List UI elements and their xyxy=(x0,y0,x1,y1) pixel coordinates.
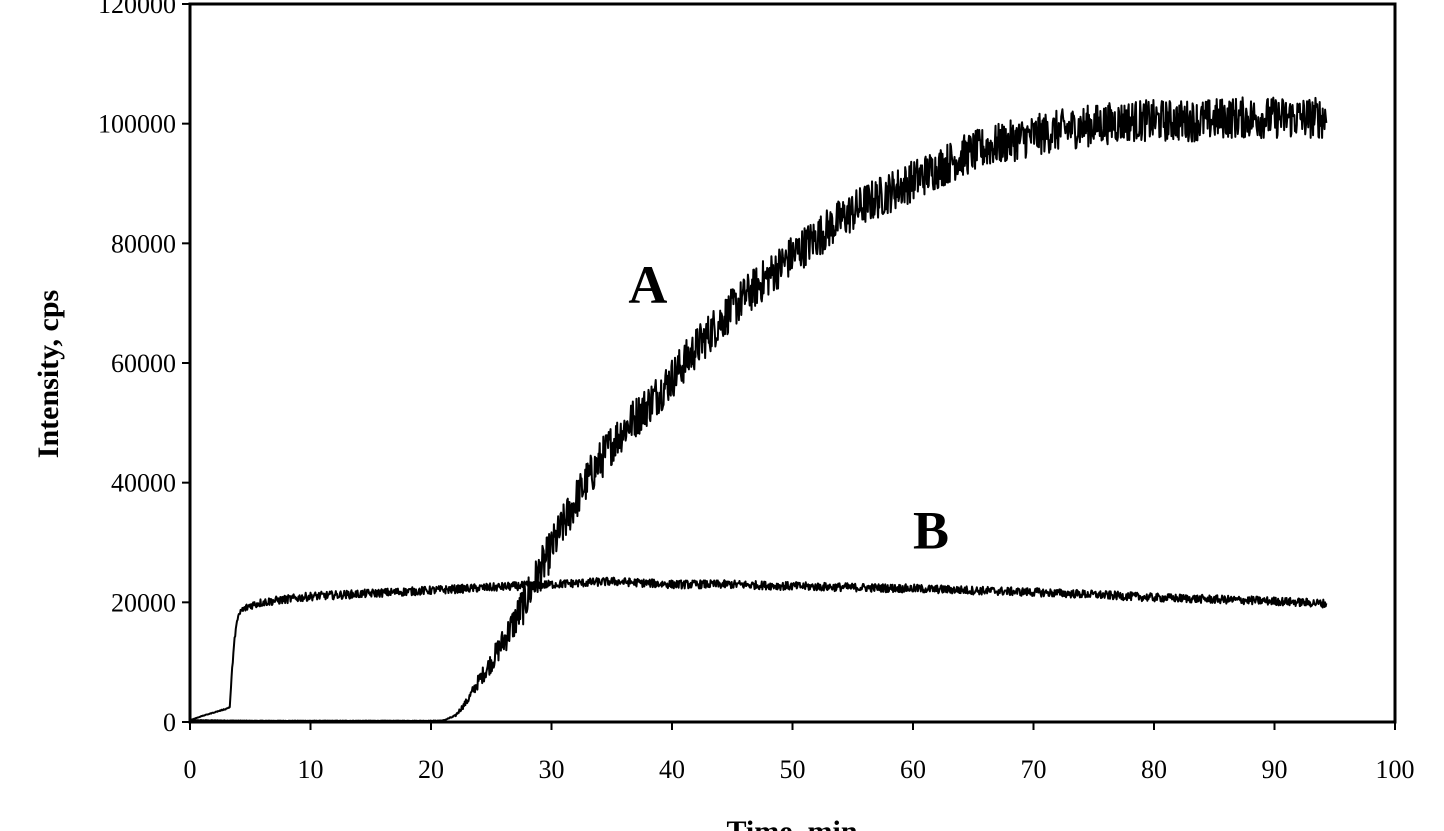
x-tick-label: 0 xyxy=(184,755,197,784)
y-tick-label: 20000 xyxy=(111,588,176,617)
series-line-A xyxy=(189,96,1328,723)
y-axis-ticks: 0 20000 40000 60000 80000 100000 120000 xyxy=(98,0,190,737)
y-tick-label: 40000 xyxy=(111,469,176,498)
annotation-layer: AB xyxy=(628,255,949,560)
x-tick-label: 10 xyxy=(298,755,324,784)
x-tick-label: 80 xyxy=(1141,755,1167,784)
x-tick-label: 20 xyxy=(418,755,444,784)
annotation-B: B xyxy=(913,500,949,560)
x-tick-label: 70 xyxy=(1021,755,1047,784)
y-tick-label: 80000 xyxy=(111,229,176,258)
y-tick-label: 0 xyxy=(163,708,176,737)
series-line-B xyxy=(189,576,1328,722)
x-tick-label: 40 xyxy=(659,755,685,784)
y-tick-label: 120000 xyxy=(98,0,176,19)
y-tick-label: 60000 xyxy=(111,349,176,378)
y-tick-label: 100000 xyxy=(98,110,176,139)
annotation-A: A xyxy=(628,255,667,315)
x-tick-label: 30 xyxy=(539,755,565,784)
x-tick-label: 50 xyxy=(780,755,806,784)
x-axis-title: Time, min xyxy=(726,815,857,831)
x-axis-ticks: 0 10 20 30 40 50 60 70 80 90 100 xyxy=(184,722,1415,784)
y-axis-title: Intensity, cps xyxy=(32,290,65,458)
series-layer xyxy=(189,96,1328,723)
x-tick-label: 90 xyxy=(1262,755,1288,784)
x-tick-label: 100 xyxy=(1376,755,1415,784)
x-tick-label: 60 xyxy=(900,755,926,784)
